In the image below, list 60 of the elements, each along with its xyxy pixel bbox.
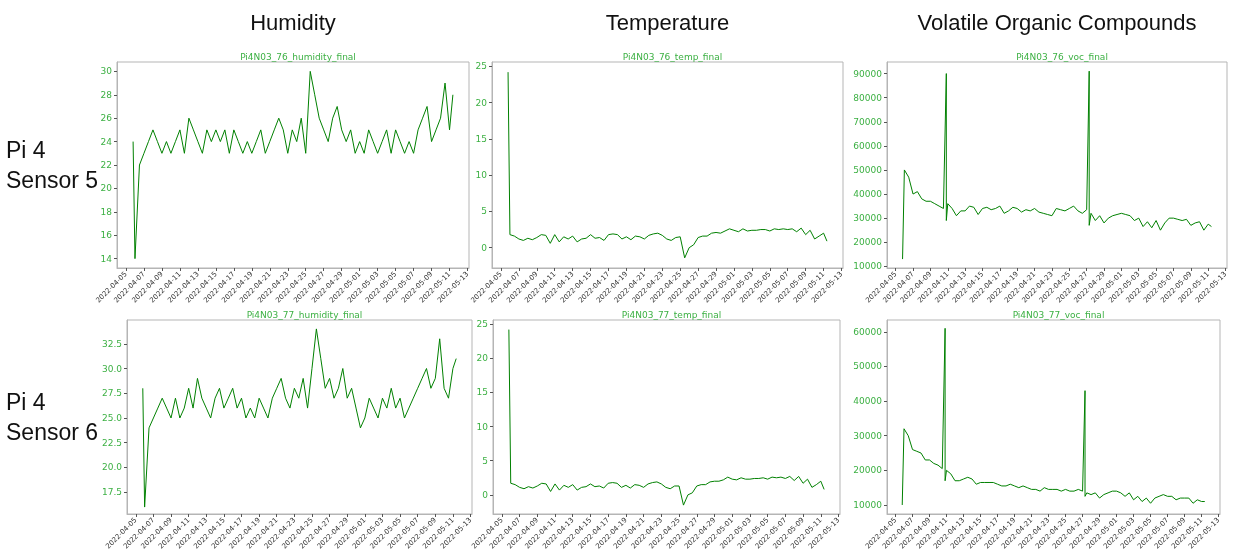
- chart-title: Temperature: [605, 10, 730, 36]
- y-tick-label: 10000: [853, 499, 883, 510]
- y-tick-label: 40000: [853, 396, 883, 407]
- y-tick-label: 25.0: [101, 412, 123, 423]
- line-series: [508, 329, 825, 506]
- y-tick-label: 30000: [853, 430, 883, 441]
- y-tick-label: 18: [100, 206, 113, 217]
- y-tick-label: 20000: [853, 465, 883, 476]
- y-axis-title: Pi 4 Sensor 6: [6, 389, 99, 445]
- y-tick-label: 15: [476, 387, 488, 398]
- chart-title: Humidity: [250, 10, 336, 36]
- y-tick-label: 25: [475, 61, 487, 72]
- y-tick-label: 22: [100, 160, 112, 170]
- y-tick-label: 20: [476, 353, 489, 364]
- y-tick-label: 10: [475, 170, 488, 181]
- chart-title: Pi4N03_77_voc_final: [1012, 309, 1105, 320]
- y-tick-label: 90000: [853, 68, 883, 79]
- chart-subtitle: Pi4N03_76_voc_final: [1016, 51, 1108, 62]
- y-tick-label: 30.0: [101, 363, 123, 374]
- y-tick-label: 25: [476, 319, 488, 330]
- y-tick-label: 10000: [853, 261, 883, 272]
- y-tick-label: 50000: [853, 164, 883, 175]
- chart-title: Pi4N03_77_humidity_final: [246, 309, 363, 320]
- y-tick-label: 0: [482, 489, 489, 500]
- y-tick-label: 17.5: [101, 487, 122, 498]
- y-tick-label: 20: [475, 97, 488, 108]
- y-tick-label: 27.5: [101, 388, 122, 399]
- y-tick-label: 28: [100, 89, 113, 100]
- line-series: [507, 71, 828, 259]
- y-tick-label: 30: [100, 66, 113, 77]
- y-tick-label: 70000: [853, 116, 883, 127]
- y-tick-label: 30000: [853, 213, 883, 224]
- line-series: [132, 70, 454, 260]
- y-tick-label: 10: [476, 421, 489, 432]
- y-tick-label: 40000: [853, 189, 883, 200]
- chart-subtitle: Pi4N03_76_temp_final: [622, 51, 723, 62]
- y-tick-label: 5: [482, 455, 488, 466]
- line-series: [901, 327, 1206, 506]
- y-axis-title: Pi 4 Sensor 5: [6, 137, 99, 193]
- y-tick-label: 22.5: [101, 437, 122, 448]
- y-tick-label: 60000: [853, 140, 883, 151]
- y-tick-label: 0: [481, 242, 488, 253]
- line-series: [902, 70, 1212, 260]
- y-tick-label: 26: [100, 113, 113, 124]
- y-tick-label: 5: [481, 206, 487, 217]
- chart-subtitle: Pi4N03_76_humidity_final: [240, 51, 356, 62]
- y-tick-label: 15: [475, 133, 487, 144]
- line-series: [142, 328, 457, 508]
- y-tick-label: 14: [100, 253, 113, 264]
- y-tick-label: 20: [100, 183, 113, 194]
- y-tick-label: 80000: [853, 92, 883, 103]
- y-tick-label: 60000: [853, 326, 883, 337]
- y-tick-label: 24: [100, 136, 113, 147]
- y-tick-label: 50000: [853, 361, 883, 372]
- chart-title: Pi4N03_77_temp_final: [621, 309, 722, 320]
- y-tick-label: 32.5: [101, 338, 122, 349]
- chart-title: Volatile Organic Compounds: [917, 10, 1197, 36]
- y-tick-label: 20000: [853, 237, 883, 248]
- y-tick-label: 20.0: [101, 462, 123, 473]
- y-tick-label: 16: [100, 230, 113, 241]
